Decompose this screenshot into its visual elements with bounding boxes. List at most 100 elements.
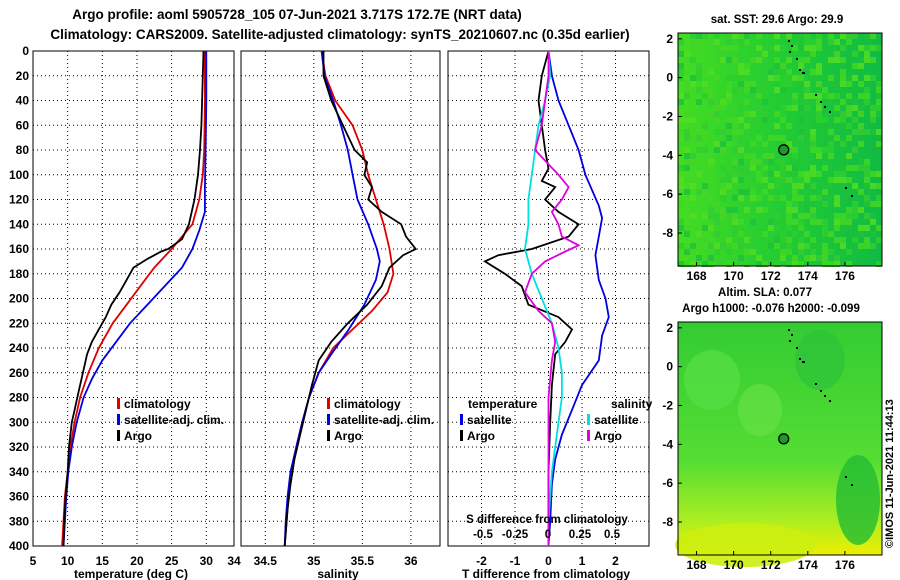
salinity-legend: climatology satellite-adj. clim. Argo (327, 397, 434, 443)
sst-cell (840, 165, 846, 171)
xtick-label: -1 (510, 554, 521, 568)
sst-cell (738, 171, 744, 177)
sst-cell (690, 39, 696, 45)
sst-map-title: sat. SST: 29.6 Argo: 29.9 (711, 14, 844, 26)
sst-cell (816, 69, 822, 75)
depth-tick-label: 60 (16, 118, 30, 132)
depth-tick-label: 20 (16, 69, 30, 83)
sst-cell (804, 255, 810, 261)
sst-cell (678, 129, 684, 135)
sst-cell (870, 33, 876, 39)
sst-cell (702, 231, 708, 237)
sst-cell (864, 33, 870, 39)
difference-legend: temperature salinity satellite Argo sate… (460, 397, 653, 443)
sst-cell (798, 117, 804, 123)
sst-cell (864, 129, 870, 135)
sst-cell (864, 171, 870, 177)
sst-cell (744, 243, 750, 249)
sst-cell (864, 201, 870, 207)
sst-cell (816, 147, 822, 153)
legend-climatology-swatch (327, 398, 330, 409)
sst-cell (804, 213, 810, 219)
sst-cell (864, 93, 870, 99)
sst-cell (690, 159, 696, 165)
sst-cell (876, 105, 882, 111)
sdiff-tick-label: -0.25 (502, 529, 529, 541)
sst-cell (690, 123, 696, 129)
sst-cell (744, 147, 750, 153)
depth-axis: 0 20 40 60 80 100 120 140 160 180 200 220 240 260 280 3… (9, 44, 29, 553)
sst-cell (798, 57, 804, 63)
legend-temperature-title: temperature (468, 397, 538, 411)
sst-cell (714, 105, 720, 111)
sst-cell (750, 87, 756, 93)
sst-cell (774, 123, 780, 129)
sst-cell (678, 141, 684, 147)
legend-temp-satellite-swatch (460, 414, 463, 425)
sst-cell (768, 243, 774, 249)
legend-satellite: satellite-adj. clim. (334, 413, 434, 427)
sst-cell (744, 141, 750, 147)
sst-cell (828, 75, 834, 81)
sst-cell (678, 99, 684, 105)
map-ytick-label: 2 (666, 32, 673, 46)
sst-cell (726, 123, 732, 129)
sst-cell (732, 57, 738, 63)
map-ytick-label: 2 (666, 321, 673, 335)
sst-cell (702, 129, 708, 135)
sst-cell (702, 135, 708, 141)
sla-map-frame (677, 321, 883, 556)
sst-cell (810, 165, 816, 171)
sst-cell (690, 45, 696, 51)
sst-cell (720, 177, 726, 183)
sst-cell (804, 57, 810, 63)
sst-cell (780, 231, 786, 237)
legend-climatology-swatch (117, 398, 120, 409)
sst-cell (726, 237, 732, 243)
sst-cell (780, 63, 786, 69)
sst-cell (774, 237, 780, 243)
sst-cell (834, 117, 840, 123)
sst-cell (708, 69, 714, 75)
sst-cell (738, 135, 744, 141)
depth-tick-label: 120 (9, 193, 29, 207)
sst-cell (834, 57, 840, 63)
sst-cell (840, 183, 846, 189)
sst-cell (774, 33, 780, 39)
difference-series (483, 50, 610, 547)
depth-tick-label: 80 (16, 143, 30, 157)
series-line-salinity-satellite (524, 50, 563, 546)
sst-cell (696, 135, 702, 141)
sst-cell (678, 225, 684, 231)
sst-cell (870, 117, 876, 123)
sst-cell (774, 183, 780, 189)
sla-map-patches (675, 330, 880, 567)
sst-cell (738, 75, 744, 81)
sst-cell (870, 57, 876, 63)
sst-cell (834, 177, 840, 183)
sst-cell (726, 87, 732, 93)
sst-cell (864, 213, 870, 219)
sst-cell (852, 147, 858, 153)
sst-cell (810, 183, 816, 189)
sst-cell (720, 147, 726, 153)
sst-cell (792, 255, 798, 261)
sst-cell (780, 87, 786, 93)
sst-cell (834, 255, 840, 261)
sst-cell (678, 69, 684, 75)
sst-cell (678, 219, 684, 225)
sst-cell (696, 255, 702, 261)
sst-cell (792, 165, 798, 171)
sst-cell (822, 147, 828, 153)
sst-cell (708, 207, 714, 213)
sst-cell (804, 105, 810, 111)
sst-cell (804, 69, 810, 75)
sst-cell (762, 207, 768, 213)
sst-cell (762, 45, 768, 51)
temperature-series (61, 50, 208, 547)
sst-cell (858, 123, 864, 129)
sst-cell (786, 123, 792, 129)
sst-cell (720, 183, 726, 189)
sst-cell (816, 45, 822, 51)
sst-cell (720, 213, 726, 219)
